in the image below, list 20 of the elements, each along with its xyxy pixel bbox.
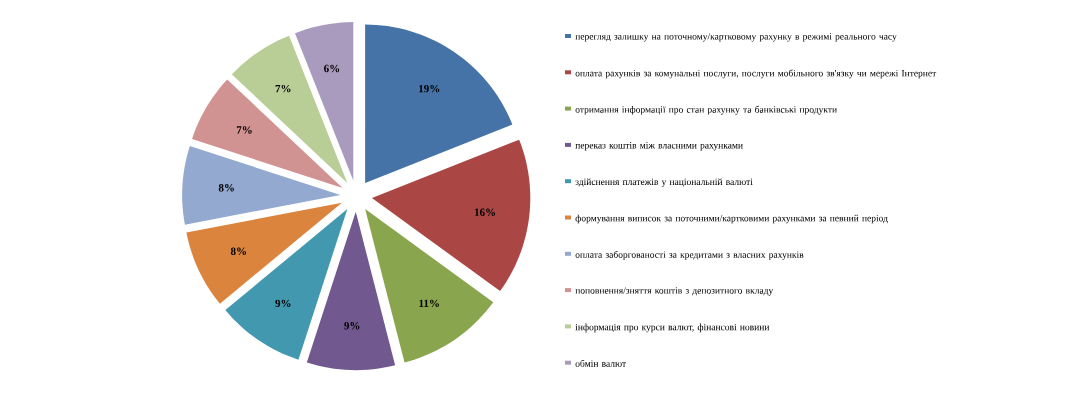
- data-label: 6%: [324, 64, 340, 73]
- legend-label: поповнення/зняття коштів з депозитного вкладу: [575, 287, 774, 296]
- legend-label: отримання інформації про стан рахунку та банківські продукти: [575, 105, 837, 115]
- data-label: 8%: [218, 184, 234, 192]
- data-label: 9%: [344, 322, 360, 330]
- legend-label: оплата заборгованості за кредитами з власних рахунків: [575, 250, 804, 260]
- legend-label: формування виписок за поточними/картковими рахунками за певний період: [575, 214, 888, 224]
- data-label: 8%: [230, 247, 246, 255]
- legend-label: обмін валют: [575, 359, 626, 367]
- legend-label: переказ коштів між власними рахунками: [575, 142, 743, 151]
- data-label: 11%: [419, 299, 439, 308]
- data-label: 9%: [275, 299, 291, 308]
- legend-label: оплата рахунків за комунальні послуги, послуги мобільного зв'язку чи мережі Інтернет: [575, 69, 937, 79]
- legend-label: перегляд залишку на поточному/картковому рахунку в режимі реального часу: [575, 33, 897, 42]
- legend-label: інформація про курси валют, фінансові новини: [575, 323, 770, 333]
- legend-label: здійснення платежів у національній валюті: [575, 178, 753, 187]
- data-label: 19%: [419, 84, 440, 93]
- data-label: 16%: [474, 208, 496, 216]
- data-label: 7%: [236, 126, 252, 134]
- data-label: 7%: [275, 84, 291, 93]
